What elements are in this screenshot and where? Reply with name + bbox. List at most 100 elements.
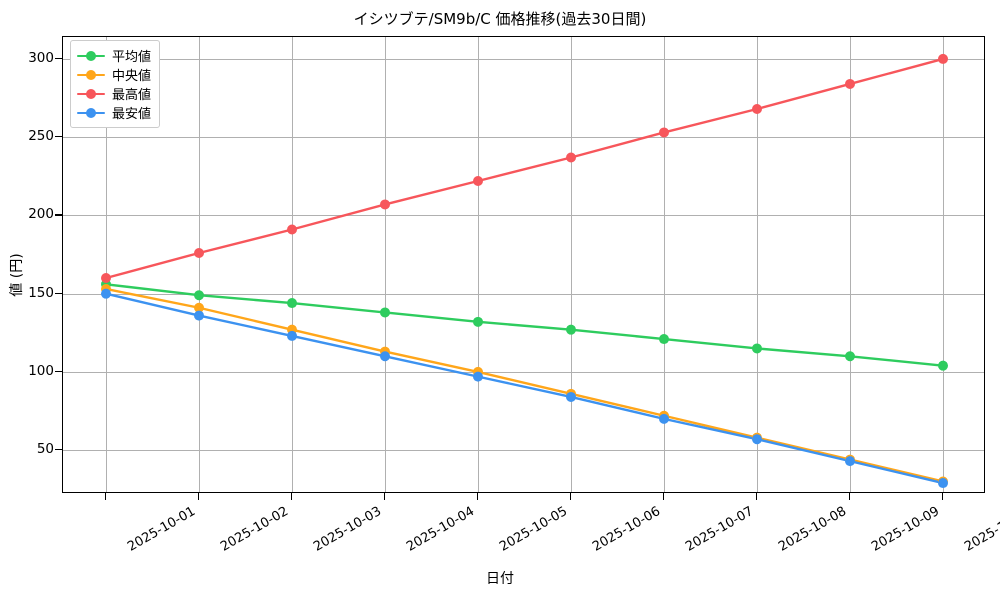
legend-item[interactable]: 最高値: [77, 84, 151, 103]
data-point-marker: [659, 334, 669, 345]
x-tick-label: 2025-10-10: [962, 504, 1000, 555]
y-tick-label: 150: [28, 284, 54, 301]
x-tick-label: 2025-10-05: [497, 504, 571, 555]
gridline-horizontal: [63, 293, 984, 295]
legend-item[interactable]: 平均値: [77, 46, 151, 65]
x-tick-mark: [198, 493, 200, 500]
x-tick-mark: [570, 493, 572, 500]
legend-item[interactable]: 中央値: [77, 65, 151, 84]
data-point-marker: [845, 78, 855, 89]
y-tick-mark: [55, 136, 62, 138]
series-line: [104, 287, 945, 483]
data-point-marker: [101, 288, 111, 299]
data-point-marker: [752, 103, 762, 114]
y-tick-mark: [55, 214, 62, 216]
x-tick-mark: [477, 493, 479, 500]
y-tick-mark: [55, 292, 62, 294]
gridline-horizontal: [63, 137, 984, 139]
data-point-marker: [752, 343, 762, 354]
series-line: [104, 283, 945, 367]
legend-item-label: 中央値: [112, 69, 152, 84]
series-lines: [101, 53, 948, 489]
data-point-marker: [938, 53, 948, 64]
data-point-marker: [194, 247, 204, 258]
chart-legend: 平均値中央値最高値最安値: [70, 40, 161, 128]
data-point-marker: [473, 316, 483, 327]
x-tick-label: 2025-10-03: [311, 504, 385, 555]
gridline-vertical: [199, 37, 200, 492]
x-tick-label: 2025-10-07: [683, 504, 757, 555]
data-point-marker: [845, 456, 855, 467]
data-point-marker: [380, 199, 390, 210]
x-tick-mark: [291, 493, 293, 500]
x-tick-mark: [942, 493, 944, 500]
x-tick-label: 2025-10-04: [404, 504, 478, 555]
data-point-marker: [473, 175, 483, 186]
x-axis-label: 日付: [486, 571, 514, 587]
x-tick-label: 2025-10-02: [218, 504, 292, 555]
data-point-marker: [938, 478, 948, 489]
y-tick-mark: [55, 370, 62, 373]
legend-swatch-icon: [77, 68, 105, 82]
data-point-marker: [566, 324, 576, 335]
data-point-marker: [659, 413, 669, 424]
y-tick-label: 50: [36, 441, 54, 458]
legend-item[interactable]: 最安値: [77, 103, 151, 122]
gridline-vertical: [943, 37, 944, 492]
data-point-marker: [101, 273, 111, 284]
data-point-marker: [659, 127, 669, 138]
data-point-marker: [938, 360, 948, 371]
data-point-marker: [287, 298, 297, 309]
x-tick-mark: [756, 493, 758, 500]
gridline-vertical: [571, 37, 572, 492]
legend-item-label: 最高値: [112, 88, 152, 103]
legend-swatch-icon: [77, 106, 105, 120]
legend-swatch-icon: [77, 87, 105, 101]
chart-title: イシツブテ/SM9b/C 価格推移(過去30日間): [353, 10, 647, 28]
gridline-vertical: [478, 37, 479, 492]
gridline-horizontal: [63, 215, 984, 217]
x-tick-mark: [663, 493, 665, 500]
y-tick-mark: [55, 57, 62, 59]
data-point-marker: [287, 330, 297, 341]
y-axis-tick-labels: 50 100 150 200 250 300: [0, 36, 54, 493]
legend-swatch-icon: [77, 49, 105, 63]
gridline-horizontal: [63, 371, 984, 373]
y-tick-label: 300: [28, 49, 54, 66]
x-tick-mark: [105, 493, 107, 500]
data-point-marker: [566, 152, 576, 163]
x-tick-label: 2025-10-06: [590, 504, 664, 555]
gridline-horizontal: [63, 58, 984, 60]
gridline-vertical: [106, 37, 107, 492]
data-point-marker: [380, 351, 390, 362]
gridline-horizontal: [63, 450, 984, 452]
data-point-marker: [194, 310, 204, 321]
x-tick-label: 2025-10-09: [869, 504, 943, 555]
legend-item-label: 最安値: [112, 107, 152, 122]
legend-item-label: 平均値: [112, 50, 152, 65]
gridline-vertical: [292, 37, 293, 492]
data-point-marker: [473, 371, 483, 382]
x-tick-mark: [384, 493, 386, 500]
data-point-marker: [566, 391, 576, 402]
y-tick-label: 200: [28, 206, 54, 223]
series-line: [104, 57, 945, 280]
x-tick-label: 2025-10-08: [776, 504, 850, 555]
data-point-marker: [194, 290, 204, 301]
data-point-marker: [287, 224, 297, 235]
data-point-marker: [194, 302, 204, 313]
gridline-vertical: [757, 37, 758, 492]
y-tick-mark: [55, 449, 62, 451]
gridline-vertical: [385, 37, 386, 492]
y-tick-label: 100: [28, 362, 54, 379]
plot-area: [62, 36, 985, 493]
y-tick-label: 250: [28, 128, 54, 145]
x-tick-label: 2025-10-01: [125, 504, 199, 555]
gridline-vertical: [850, 37, 851, 492]
series-line: [104, 292, 945, 485]
data-point-marker: [752, 434, 762, 445]
x-tick-mark: [849, 493, 851, 500]
data-point-marker: [380, 307, 390, 318]
gridline-vertical: [664, 37, 665, 492]
